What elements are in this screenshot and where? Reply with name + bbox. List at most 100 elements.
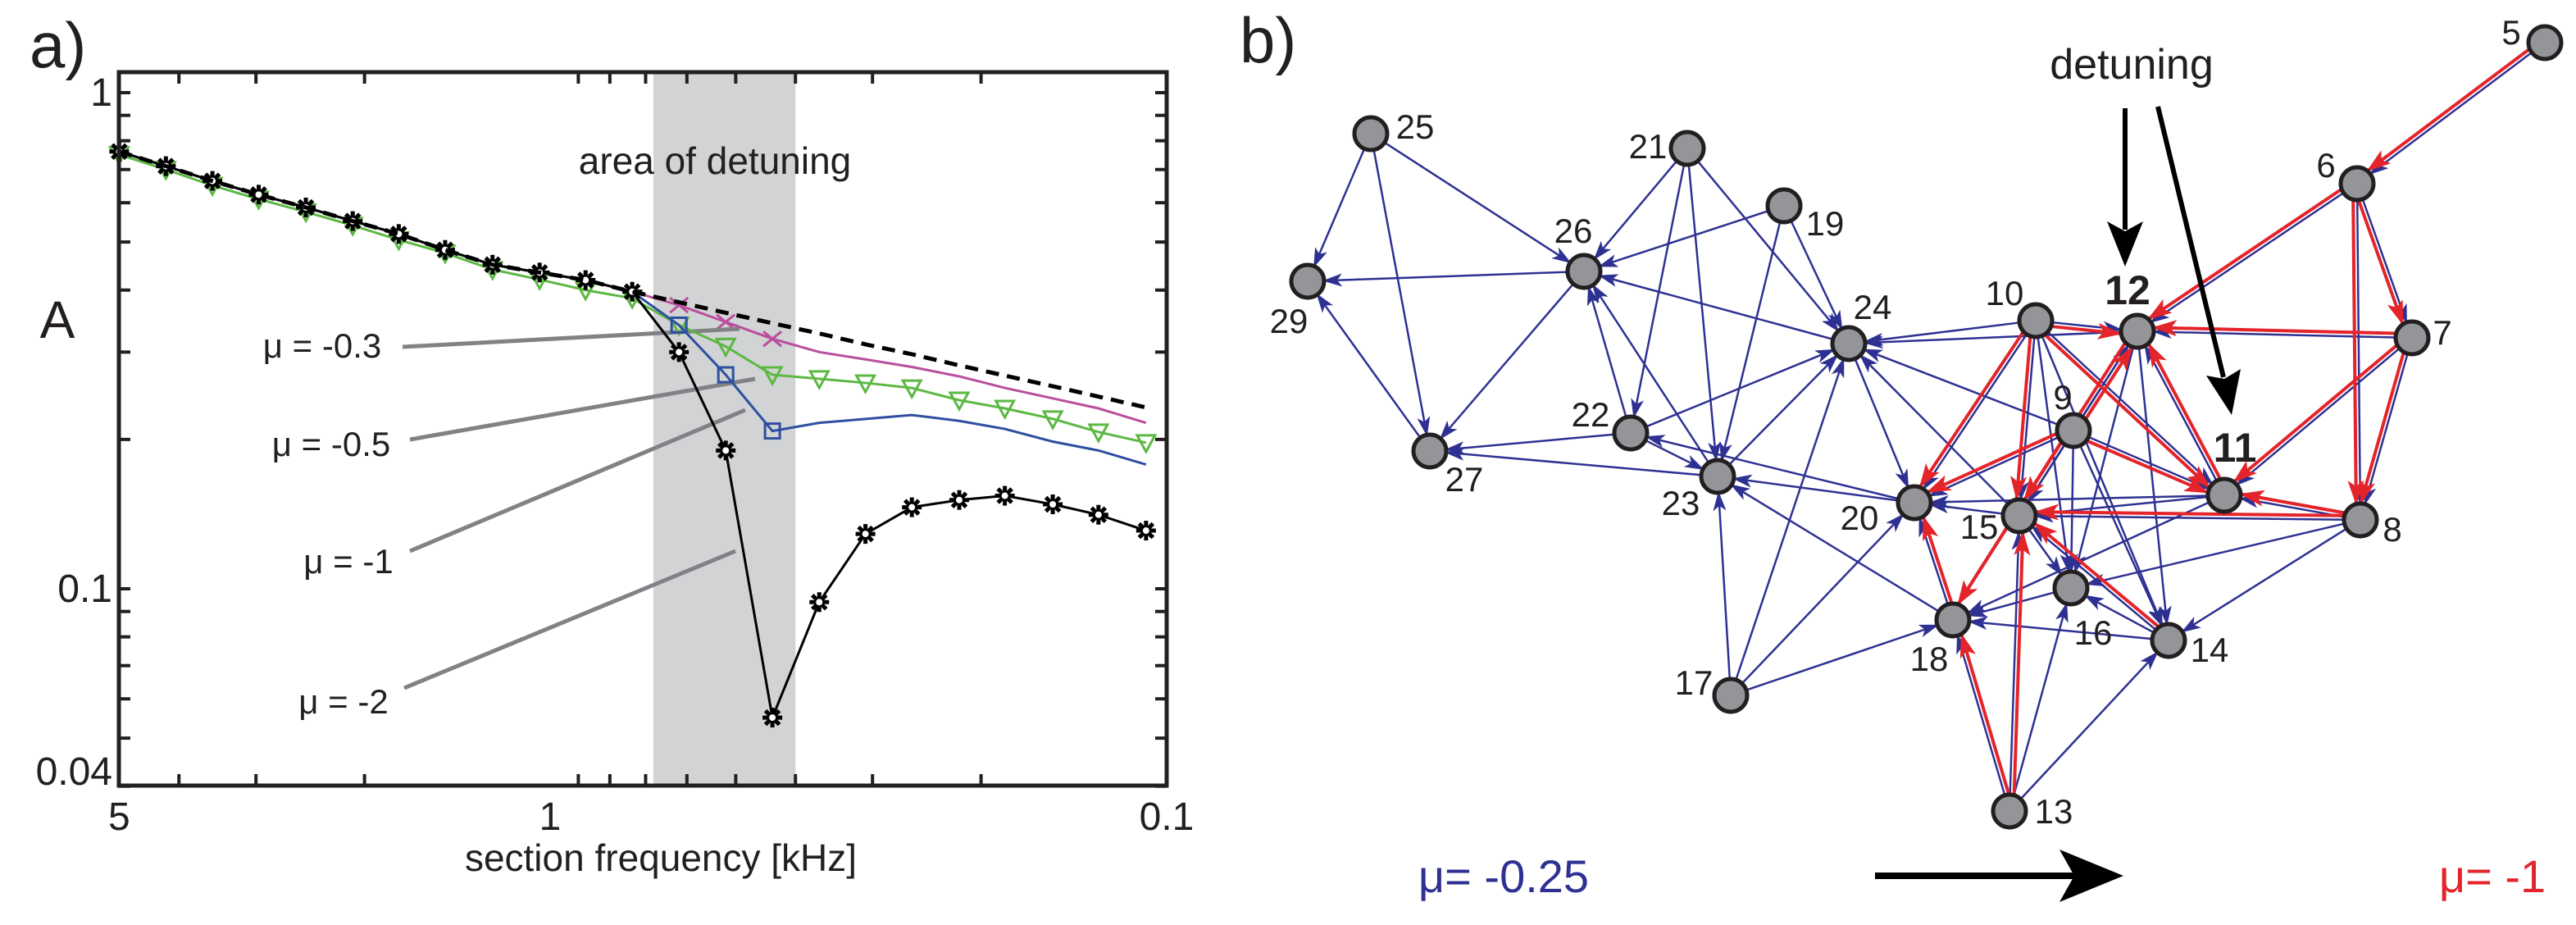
- network-node: [2338, 165, 2376, 203]
- triangle-marker: [1041, 410, 1064, 431]
- weak-coupling-edge: [1316, 293, 1422, 439]
- node-label: 21: [1629, 127, 1668, 166]
- weak-coupling-edge: [1696, 160, 1840, 333]
- asterisk-center: [908, 504, 916, 511]
- network-node: [2052, 569, 2090, 607]
- triangle-marker: [1087, 423, 1110, 444]
- weak-coupling-edge: [2369, 52, 2533, 175]
- weak-coupling-edge: [2149, 192, 2345, 323]
- weak-coupling-edge: [1586, 285, 1627, 418]
- network-node: [1830, 325, 1868, 362]
- coupling-direction-arrow: [1875, 850, 2123, 902]
- strong-coupling-edge: [2043, 333, 2211, 489]
- y-tick-label: 0.04: [36, 750, 112, 794]
- weak-coupling-edge: [2028, 528, 2063, 576]
- triangle-marker: [948, 391, 971, 412]
- asterisk-marker: [389, 224, 409, 244]
- weak-coupling-edge: [1863, 330, 2122, 349]
- series-annotation: μ = -0.5: [272, 425, 390, 463]
- node-label: 27: [1445, 460, 1484, 499]
- triangle-marker: [994, 399, 1017, 421]
- weak-coupling-edge: [1384, 141, 1572, 264]
- strong-coupling-edge: [2033, 522, 2160, 628]
- weak-coupling-edge: [2064, 446, 2078, 574]
- series-annotation: μ = -0.3: [263, 326, 381, 365]
- node-label: 9: [2053, 378, 2072, 417]
- series-line: [118, 149, 1147, 410]
- weak-coupling-edge: [1730, 484, 1940, 613]
- weak-coupling-edge: [1439, 283, 1574, 440]
- triangle-marker: [714, 337, 737, 358]
- strong-coupling-edge: [2366, 48, 2531, 172]
- node-label: 25: [1396, 107, 1435, 146]
- strong-coupling-edge: [2359, 352, 2405, 505]
- y-tick-label: 1: [90, 71, 112, 115]
- strong-coupling-edge: [2012, 531, 2031, 795]
- asterisk-center: [255, 191, 262, 198]
- weak-coupling-edge: [1719, 221, 1782, 462]
- network-node: [1934, 601, 1972, 639]
- asterisk-marker: [902, 497, 922, 517]
- panel-b-label: b): [1240, 4, 1296, 76]
- strong-coupling-edge: [2034, 504, 2345, 521]
- plot-frame: [116, 70, 1169, 788]
- weak-coupling-edge: [1631, 164, 1686, 419]
- asterisk-center: [722, 447, 730, 454]
- network-node: [2526, 24, 2564, 62]
- node-label: 29: [1270, 302, 1308, 340]
- node-label: 26: [1554, 212, 1593, 250]
- node-label: 5: [2501, 13, 2520, 52]
- asterisk-marker: [716, 440, 736, 461]
- weak-coupling-edge: [1967, 617, 2153, 640]
- detuning-arrow-to-11: [2155, 106, 2241, 415]
- strong-coupling-edge: [1926, 431, 2058, 494]
- strong-coupling-edge: [2084, 345, 2134, 420]
- asterisk-marker: [1043, 494, 1063, 514]
- detuning-label: detuning: [2050, 41, 2214, 89]
- weak-coupling-edge: [1790, 220, 1843, 330]
- weak-coupling-edge: [2181, 527, 2347, 633]
- node-label: 8: [2383, 510, 2401, 549]
- network-node: [1352, 115, 1390, 153]
- x-tick-label: 0.1: [1140, 795, 1195, 839]
- network-node: [1668, 130, 1706, 167]
- weak-coupling-edge: [2079, 444, 2163, 627]
- weak-coupling-edge: [1598, 210, 1769, 267]
- asterisk-marker: [762, 708, 783, 728]
- weak-coupling-edge: [1956, 634, 2006, 796]
- node-label: 15: [1960, 508, 1999, 546]
- shaded-region-label: area of detuning: [579, 139, 852, 182]
- weak-coupling-edge: [1732, 474, 1899, 502]
- asterisk-center: [1049, 500, 1057, 508]
- weak-coupling-edge: [2235, 347, 2401, 486]
- asterisk-center: [816, 599, 823, 606]
- weak-coupling-edge: [2353, 199, 2367, 506]
- square-marker: [670, 316, 688, 334]
- weak-coupling-edge: [1967, 591, 2056, 617]
- weak-coupling-edge: [1645, 435, 1899, 500]
- weak-coupling-edge: [2013, 602, 2069, 796]
- strong-coupling-edge: [2086, 439, 2210, 494]
- network-node: [1565, 253, 1603, 290]
- node-label: 10: [1986, 274, 2024, 312]
- weak-coupling-edge: [1966, 501, 2210, 614]
- y-axis-label: A: [40, 290, 75, 349]
- node-label: 16: [2074, 613, 2113, 652]
- network-node: [2205, 476, 2243, 514]
- weak-coupling-edge: [1728, 353, 1839, 466]
- node-label: 11: [2214, 425, 2257, 471]
- network-node: [1411, 432, 1449, 470]
- x-marker: [716, 313, 736, 330]
- strong-coupling-edge: [2147, 342, 2222, 480]
- weak-coupling-edge: [1593, 160, 1678, 261]
- annotation-leader-line: [403, 549, 736, 690]
- asterisk-center: [769, 714, 776, 722]
- weak-coupling-edge: [1713, 490, 1732, 680]
- asterisk-center: [1001, 492, 1008, 499]
- series-annotation: μ = -2: [298, 682, 388, 721]
- weak-coupling-edge: [1322, 271, 1568, 287]
- asterisk-marker: [435, 239, 455, 260]
- network-node: [2119, 312, 2156, 350]
- weak-coupling-edge: [2015, 336, 2036, 502]
